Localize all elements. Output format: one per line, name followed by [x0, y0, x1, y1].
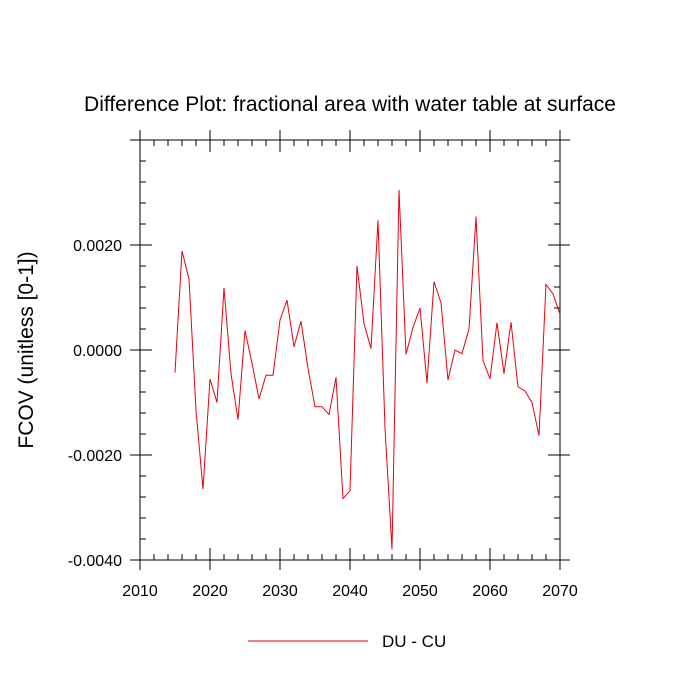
legend: DU - CU: [248, 632, 446, 651]
plot-frame: [139, 139, 561, 561]
x-tick-label: 2060: [472, 583, 508, 600]
y-tick-label: 0.0020: [73, 238, 122, 255]
y-axis-label: FCOV (unitless [0-1]): [15, 251, 38, 448]
y-tick-label: 0.0000: [73, 343, 122, 360]
x-tick-label: 2040: [332, 583, 368, 600]
x-tick-label: 2020: [192, 583, 228, 600]
axis-ticks: [130, 130, 570, 570]
x-tick-label: 2070: [542, 583, 578, 600]
y-tick-label: -0.0020: [68, 448, 122, 465]
tick-labels: -0.0040 -0.0020 0.0000 0.0020 2010 2020 2030 20…: [68, 238, 578, 600]
x-tick-label: 2030: [262, 583, 298, 600]
chart-title: Difference Plot: fractional area with wa…: [84, 93, 616, 116]
legend-label: DU - CU: [382, 632, 446, 651]
y-tick-label: -0.0040: [68, 553, 122, 570]
x-tick-label: 2010: [122, 583, 158, 600]
series-line-du-cu: [174, 189, 561, 550]
x-tick-label: 2050: [402, 583, 438, 600]
